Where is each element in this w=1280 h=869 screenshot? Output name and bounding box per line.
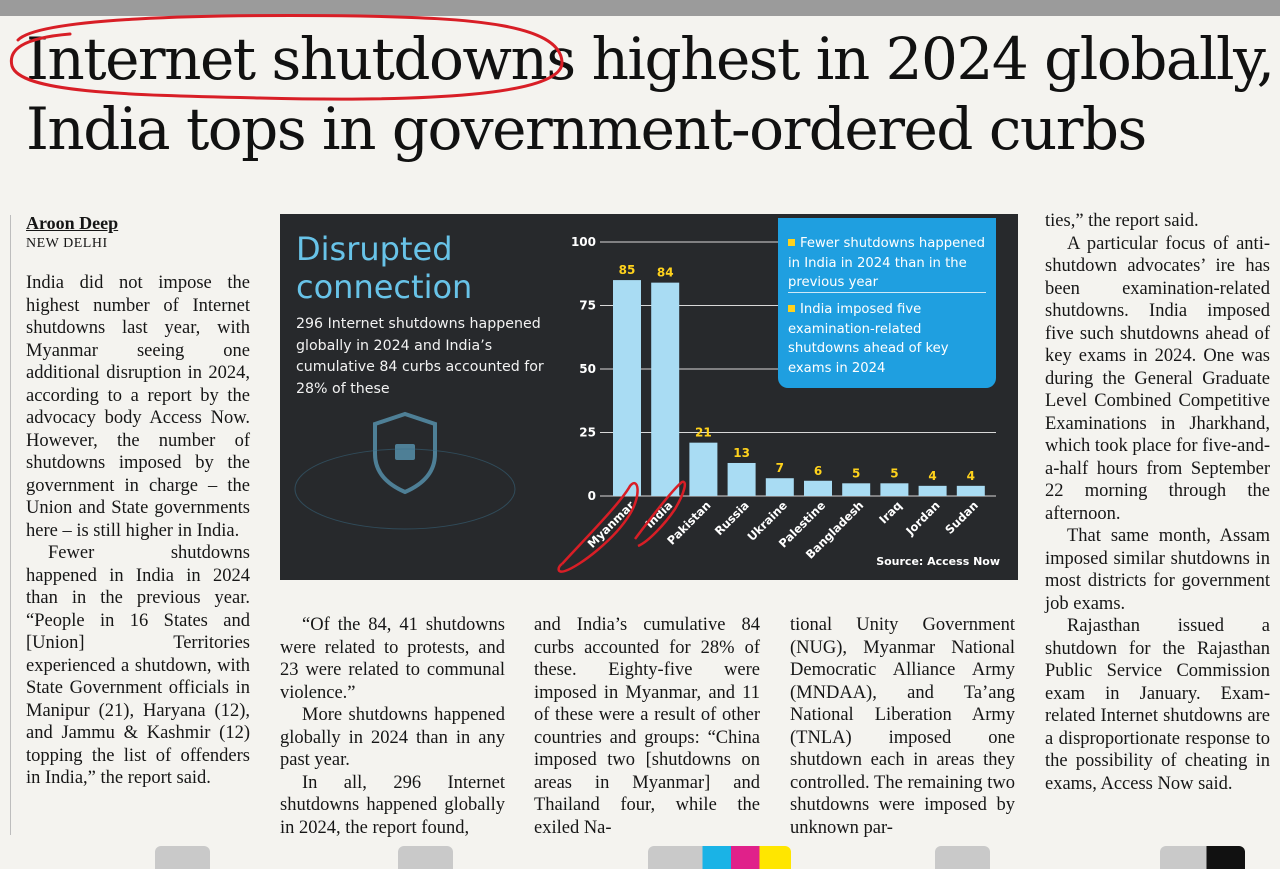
data-label: 84 [657,266,674,280]
color-registration-strip [648,846,791,869]
paragraph: That same month, Assam imposed similar s… [1045,526,1270,614]
chart-title-line-1: Disrupted [296,230,453,268]
data-label: 4 [967,469,975,483]
ink-circle-markup [634,480,687,548]
paragraph: ties,” the report said. [1045,211,1199,231]
category-label: Iraq [876,498,904,526]
data-label: 13 [733,446,750,460]
page-edge-tab [935,846,990,869]
shield-icon [373,411,437,495]
paragraph: India did not impose the highest number … [26,273,250,541]
page-edge-tab [398,846,453,869]
decorative-ring [294,448,516,530]
data-label: 6 [814,464,822,478]
column-rule [10,215,11,835]
callout-item: Fewer shutdowns happened in India in 202… [788,234,988,293]
y-tick-label: 25 [579,426,596,440]
bullet-square-icon [788,305,795,312]
callout-text: India imposed five examination-related s… [788,302,949,376]
bar [651,282,680,496]
ink-circle-markup [557,482,639,573]
data-label: 4 [928,469,936,483]
bar [842,483,871,496]
callout-text: Fewer shutdowns happened in India in 202… [788,236,986,290]
byline: Aroon Deep [26,213,119,233]
category-label: Sudan [942,498,981,537]
chart-title-line-2: connection [296,268,473,306]
article-column-4: tional Unity Government (NUG), Myanmar N… [790,614,1015,839]
data-label: 5 [890,466,898,480]
bar [804,480,832,496]
bar [689,442,718,496]
callout-item: India imposed five examination-related s… [788,300,988,378]
data-label: 7 [776,461,784,475]
chart-title: Disrupted connection [296,230,556,306]
data-label: 21 [695,426,712,440]
page-edge-tab [1160,846,1245,869]
paragraph: and India’s cumulative 84 curbs accounte… [534,615,760,838]
dateline: NEW DELHI [26,236,108,251]
article-column-3: and India’s cumulative 84 curbs accounte… [534,614,760,839]
bar [727,462,756,496]
chart-subtitle: 296 Internet shutdowns happened globally… [296,316,544,397]
infographic-disrupted-connection: 0 25 50 75 100 85 Myanmar 84 India 21 Pakistan 13 Ru… [280,214,1018,580]
callout-divider [788,292,986,293]
page-edge-tab [155,846,210,869]
data-label: 5 [852,466,860,480]
paragraph: A particular focus of anti-shutdown advo… [1045,233,1270,524]
chart-source: Source: Access Now [876,555,1000,568]
category-label: Jordan [902,498,942,538]
article-column-1: Aroon Deep NEW DELHI India did not impos… [26,212,250,790]
y-tick-label: 75 [579,299,596,313]
paragraph: In all, 296 Internet shutdowns happened … [280,772,505,838]
bullet-square-icon [788,239,795,246]
y-tick-label: 100 [571,235,596,249]
headline-line-2: India tops in government-ordered curbs [26,95,1147,163]
data-label: 85 [619,263,636,277]
article-column-5: ties,” the report said. A particular foc… [1045,210,1270,795]
article-column-2: “Of the 84, 41 shutdowns were related to… [280,614,505,839]
headline: Internet shutdowns highest in 2024 globa… [26,24,1275,164]
paragraph: Fewer shutdowns happened in India in 202… [26,543,250,788]
paragraph: tional Unity Government (NUG), Myanmar N… [790,615,1015,838]
y-tick-label: 50 [579,362,596,376]
bar [880,483,909,496]
bar [918,485,947,496]
callout-box: Fewer shutdowns happened in India in 202… [778,218,996,388]
y-tick-label: 0 [588,489,596,503]
category-label: Myanmar [585,498,638,551]
bar [765,478,794,496]
headline-line-1: Internet shutdowns highest in 2024 globa… [26,25,1275,93]
padlock-icon [395,444,415,460]
scan-top-edge [0,0,1280,16]
bar [613,280,641,496]
bar [956,485,985,496]
paragraph: More shutdowns happened globally in 2024… [280,705,505,770]
paragraph: Rajasthan issued a shutdown for the Raja… [1045,616,1270,794]
paragraph: “Of the 84, 41 shutdowns were related to… [280,615,505,703]
